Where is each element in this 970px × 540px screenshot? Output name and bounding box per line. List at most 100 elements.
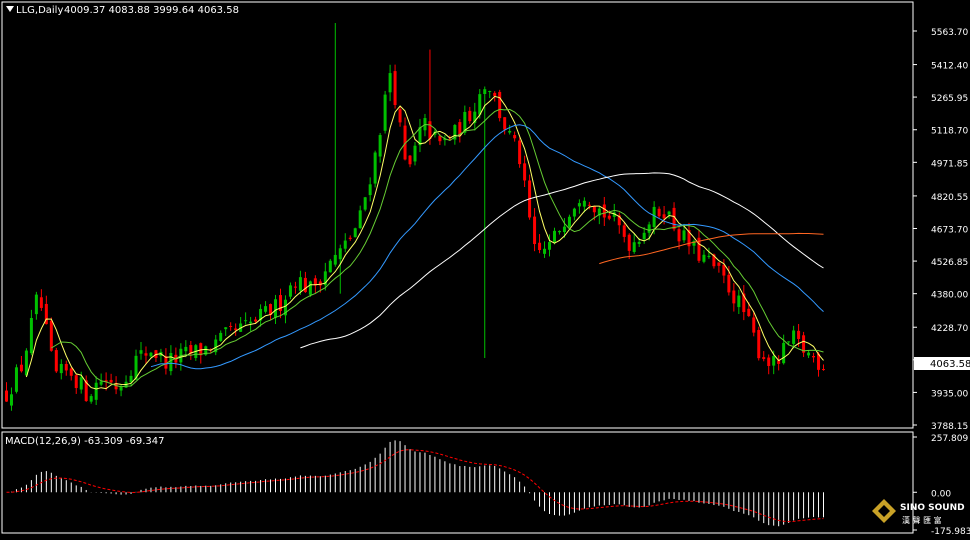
candle-body bbox=[672, 207, 676, 230]
candle-body bbox=[682, 230, 686, 241]
candle-body bbox=[274, 299, 278, 318]
candle-body bbox=[772, 356, 776, 366]
candle-body bbox=[119, 387, 123, 391]
candle-body bbox=[214, 339, 218, 353]
candle-body bbox=[582, 200, 586, 207]
collapse-arrow-icon[interactable] bbox=[6, 6, 14, 12]
candle-body bbox=[513, 135, 517, 139]
price-tick-label: 5265.95 bbox=[931, 94, 968, 104]
candle-body bbox=[333, 254, 337, 265]
candle-body bbox=[49, 320, 53, 351]
ohlc-label: 4009.37 4083.88 3999.64 4063.58 bbox=[64, 5, 239, 16]
candle-body bbox=[343, 240, 347, 249]
candle-body bbox=[29, 317, 33, 354]
candle-body bbox=[293, 286, 297, 288]
macd-axis: 257.809 0.00 -175.983 bbox=[913, 434, 970, 537]
candle-body bbox=[712, 254, 716, 267]
candle-body bbox=[448, 139, 452, 141]
candle-body bbox=[697, 237, 701, 261]
macd-pane-frame bbox=[1, 431, 914, 534]
candle-body bbox=[727, 274, 731, 293]
candle-body bbox=[398, 109, 402, 123]
candle-body bbox=[533, 216, 537, 245]
candle-body bbox=[393, 71, 397, 106]
candle-body bbox=[572, 208, 576, 217]
candle-body bbox=[587, 204, 591, 206]
candle-body bbox=[817, 353, 821, 370]
candle-body bbox=[552, 230, 556, 243]
candle-body bbox=[557, 230, 561, 233]
candle-body bbox=[328, 260, 332, 273]
candle-body bbox=[782, 342, 786, 364]
candle-body bbox=[9, 394, 13, 406]
price-tick-label: 5118.70 bbox=[931, 127, 968, 137]
price-tick-label: 5563.70 bbox=[931, 28, 968, 38]
moving-averages-group bbox=[25, 95, 824, 390]
price-tick-label: 4526.85 bbox=[931, 258, 968, 268]
candle-body bbox=[767, 357, 771, 366]
candle-body bbox=[747, 308, 751, 317]
moving-average-line bbox=[599, 232, 824, 265]
candle-body bbox=[308, 281, 312, 295]
candle-body bbox=[488, 91, 492, 93]
candle-body bbox=[259, 308, 263, 321]
candle-body bbox=[19, 364, 23, 372]
candle-body bbox=[592, 206, 596, 213]
candle-body bbox=[438, 135, 442, 142]
candle-body bbox=[612, 212, 616, 217]
candle-body bbox=[288, 285, 292, 297]
price-tick-label: 4820.55 bbox=[931, 193, 968, 203]
candle-body bbox=[14, 367, 18, 392]
candle-body bbox=[363, 197, 367, 210]
candle-body bbox=[443, 138, 447, 141]
candle-body bbox=[717, 262, 721, 266]
candle-body bbox=[373, 152, 377, 184]
logo-subtitle: 漢 聲 匯 富 bbox=[902, 515, 942, 525]
candle-body bbox=[69, 368, 73, 376]
candle-body bbox=[388, 73, 392, 93]
candle-body bbox=[229, 325, 233, 327]
candle-body bbox=[702, 254, 706, 262]
candle-body bbox=[762, 357, 766, 359]
macd-label: MACD(12,26,9) -63.309 -69.347 bbox=[5, 436, 165, 447]
candle-body bbox=[189, 345, 193, 354]
candle-body bbox=[567, 216, 571, 227]
candle-body bbox=[204, 346, 208, 355]
macd-signal-line bbox=[6, 449, 824, 523]
current-price-label: 4063.58 bbox=[930, 359, 970, 370]
candle-body bbox=[483, 89, 487, 95]
candle-body bbox=[254, 319, 258, 322]
candle-body bbox=[338, 248, 342, 260]
candle-body bbox=[74, 375, 78, 389]
candle-body bbox=[283, 299, 287, 316]
candle-body bbox=[802, 335, 806, 353]
candle-body bbox=[249, 321, 253, 324]
candle-body bbox=[234, 328, 238, 331]
candle-body bbox=[822, 369, 826, 371]
candle-body bbox=[24, 350, 28, 376]
candle-body bbox=[632, 242, 636, 252]
price-tick-label: 4971.85 bbox=[931, 159, 968, 169]
candle-body bbox=[418, 127, 422, 146]
macd-histogram-group bbox=[10, 440, 825, 527]
candle-body bbox=[264, 306, 268, 312]
candle-body bbox=[493, 92, 497, 97]
candle-body bbox=[707, 255, 711, 257]
candle-body bbox=[149, 352, 153, 357]
candle-body bbox=[144, 353, 148, 356]
candle-body bbox=[408, 155, 412, 165]
candle-body bbox=[428, 121, 432, 139]
candle-body bbox=[244, 320, 248, 322]
candle-body bbox=[607, 215, 611, 219]
candle-body bbox=[468, 110, 472, 122]
candle-body bbox=[687, 230, 691, 247]
candle-body bbox=[199, 343, 203, 356]
candle-body bbox=[543, 248, 547, 254]
candle-body bbox=[353, 228, 357, 238]
candle-body bbox=[59, 363, 63, 374]
price-tick-label: 5412.40 bbox=[931, 62, 968, 72]
current-price-marker bbox=[914, 357, 970, 370]
candle-body bbox=[652, 206, 656, 227]
